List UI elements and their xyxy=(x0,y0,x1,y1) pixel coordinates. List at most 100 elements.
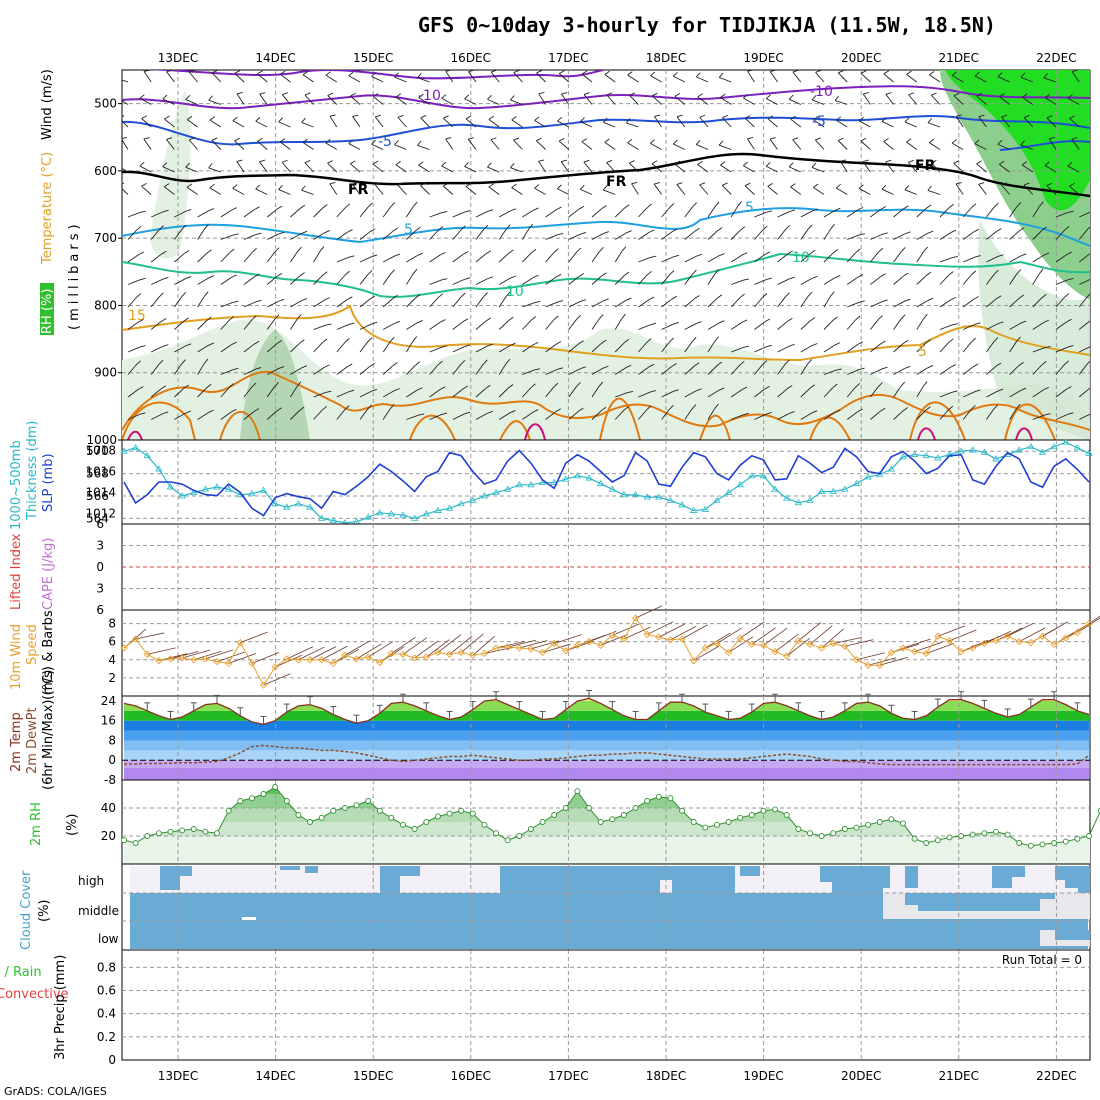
upper-wind-barb xyxy=(951,75,964,83)
upper-wind-barb xyxy=(1055,212,1069,218)
upper-wind-barb-flag xyxy=(650,71,656,77)
thickness-point xyxy=(771,485,779,492)
upper-wind-barb xyxy=(1032,389,1044,398)
wind-speed-point xyxy=(364,653,372,661)
thickness-point xyxy=(259,486,268,493)
thickness-point xyxy=(887,465,896,472)
upper-wind-barb xyxy=(498,228,507,240)
upper-wind-barb xyxy=(452,364,462,375)
upper-wind-barb xyxy=(904,121,917,128)
upper-wind-barb-flag xyxy=(885,92,892,95)
upper-wind-barb xyxy=(545,234,558,240)
upper-wind-barb xyxy=(513,72,523,83)
upper-wind-barb-flag xyxy=(1066,318,1072,323)
upper-wind-barb xyxy=(893,208,904,218)
upper-wind-barb-flag xyxy=(490,137,497,141)
thickness-point xyxy=(957,447,965,454)
upper-wind-barb xyxy=(870,233,883,240)
upper-wind-barb xyxy=(197,228,206,240)
rh-point xyxy=(969,831,976,838)
upper-wind-barb xyxy=(452,346,465,353)
upper-wind-barb-flag xyxy=(122,137,127,140)
upper-wind-barb-flag xyxy=(601,205,607,210)
wind-speed-point xyxy=(573,641,582,649)
thickness-point xyxy=(980,448,989,455)
upper-wind-barb xyxy=(141,118,152,128)
isotherm-10-lower xyxy=(122,304,1090,362)
upper-wind-barb-flag xyxy=(877,382,883,388)
upper-wind-barb-flag xyxy=(900,314,906,320)
upper-wind-barb-flag xyxy=(464,344,471,348)
upper-wind-barb-flag xyxy=(669,270,675,275)
upper-wind-barb-flag xyxy=(534,368,541,371)
cloud-high-block xyxy=(1078,866,1090,893)
upper-wind-barb-flag xyxy=(325,390,332,393)
upper-wind-barb xyxy=(232,120,245,128)
upper-wind-barb xyxy=(837,72,848,83)
rh-point xyxy=(748,812,755,818)
wind10m-barb xyxy=(984,630,1011,644)
upper-wind-barb xyxy=(185,99,198,105)
upper-wind-barb-flag xyxy=(183,250,190,255)
upper-wind-barb xyxy=(638,324,651,330)
upper-wind-barb xyxy=(893,318,902,330)
wind10m-barb xyxy=(472,635,496,656)
upper-wind-barb xyxy=(893,251,902,263)
date-label-top: 13DEC xyxy=(158,51,198,65)
wind10m-barb xyxy=(902,638,931,649)
upper-wind-barb-flag xyxy=(209,183,215,189)
upper-wind-barb xyxy=(580,188,593,195)
upper-wind-barb xyxy=(707,297,718,308)
thickness-point xyxy=(550,478,558,485)
upper-wind-barb-flag xyxy=(160,318,167,322)
wind10m-barb xyxy=(786,637,810,657)
upper-wind-barb xyxy=(696,76,709,83)
upper-wind-barb xyxy=(653,183,662,195)
upper-wind-barb-flag xyxy=(166,70,173,73)
upper-wind-barb-flag xyxy=(860,70,867,74)
upper-wind-barb-flag xyxy=(1066,251,1072,256)
rh-point xyxy=(795,826,802,832)
upper-wind-barb xyxy=(684,390,697,398)
upper-wind-barb-flag xyxy=(280,70,286,75)
upper-wind-barb xyxy=(290,342,300,353)
upper-wind-barb-flag xyxy=(372,160,379,165)
upper-wind-barb-flag xyxy=(807,224,813,230)
upper-wind-barb xyxy=(150,229,160,240)
upper-wind-barb xyxy=(846,276,858,285)
upper-wind-barb-flag xyxy=(857,206,864,211)
upper-wind-barb-flag xyxy=(206,316,212,321)
upper-wind-barb-flag xyxy=(930,160,937,164)
upper-wind-barb xyxy=(406,340,414,353)
upper-wind-barb xyxy=(676,116,686,128)
upper-wind-barb xyxy=(788,98,801,105)
upper-wind-barb-flag xyxy=(367,270,373,275)
upper-wind-barb-flag xyxy=(236,92,243,95)
upper-wind-barb xyxy=(329,183,338,195)
upper-wind-barb-flag xyxy=(254,206,260,210)
upper-wind-barb-flag xyxy=(578,273,585,277)
thickness-point xyxy=(829,487,837,494)
credit-label: GrADS: COLA/IGES xyxy=(4,1085,107,1098)
upper-wind-barb xyxy=(976,95,987,105)
upper-wind-barb-flag xyxy=(321,405,327,411)
upper-wind-barb-flag xyxy=(394,140,399,146)
upper-wind-barb xyxy=(777,320,788,330)
upper-wind-barb-flag xyxy=(278,298,285,302)
upper-wind-barb xyxy=(475,278,488,285)
wind-speed-point xyxy=(318,656,326,664)
upper-wind-barb xyxy=(1078,388,1090,398)
upper-wind-barb xyxy=(266,410,278,420)
upper-wind-barb-flag xyxy=(508,316,514,322)
upper-wind-barb xyxy=(930,162,941,173)
upper-wind-barb-flag xyxy=(483,224,489,230)
upper-wind-barb-flag xyxy=(505,291,511,297)
wind-speed-point xyxy=(457,648,465,657)
upper-wind-barb-flag xyxy=(650,139,656,144)
upper-wind-barb-flag xyxy=(906,70,912,75)
upper-wind-barb-flag xyxy=(487,410,493,414)
upper-wind-barb xyxy=(963,391,976,398)
upper-wind-barb xyxy=(475,229,485,240)
